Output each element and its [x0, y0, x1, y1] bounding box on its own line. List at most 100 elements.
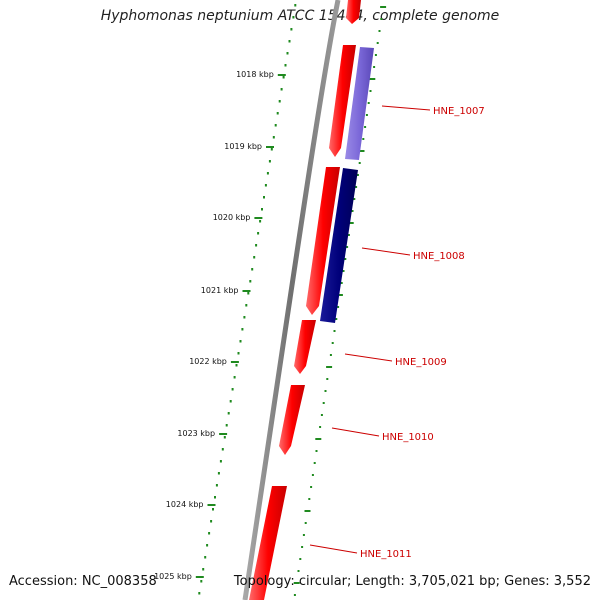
scale-dot — [270, 148, 273, 151]
scale-dot — [221, 448, 224, 451]
gene-label-HNE_1008[interactable]: HNE_1008 — [413, 251, 465, 262]
scale-dot — [249, 280, 252, 283]
inner-ring-dot — [331, 342, 334, 344]
leader-line-HNE_1009 — [344, 353, 393, 362]
scale-dot — [266, 172, 269, 175]
inner-ring-dot — [342, 270, 345, 272]
scale-dot — [210, 520, 213, 523]
gene-label-HNE_1007[interactable]: HNE_1007 — [433, 106, 485, 117]
inner-ring-dot — [380, 18, 383, 20]
inner-ring-dot — [326, 378, 329, 380]
scale-dot — [202, 568, 205, 571]
scale-dot — [272, 136, 275, 139]
scale-dot — [204, 556, 207, 559]
inner-ring-dot — [340, 282, 343, 284]
inner-ring-dot — [308, 498, 311, 500]
scale-dot — [257, 232, 260, 235]
scale-dot — [278, 100, 281, 103]
scale-dot — [231, 388, 234, 391]
scale-dot — [223, 436, 226, 439]
scale-dot — [225, 424, 228, 427]
gene-HNE_1008-cds — [320, 168, 358, 323]
scale-dot — [239, 340, 242, 343]
scale-dot — [229, 400, 232, 403]
inner-ring-dot — [336, 294, 343, 296]
scale-dot — [245, 304, 248, 307]
inner-ring-dot — [335, 318, 338, 320]
inner-ring — [293, 6, 387, 596]
leader-line-HNE_1008 — [361, 247, 411, 256]
scale-dot — [290, 28, 293, 31]
inner-ring-dot — [302, 534, 305, 536]
scale-dot — [280, 88, 283, 91]
scale-dot — [243, 316, 246, 319]
leader-line-HNE_1010 — [331, 427, 380, 437]
inner-ring-dot — [373, 66, 376, 68]
inner-ring-dot — [347, 222, 354, 224]
forward-cds-track — [249, 0, 361, 600]
inner-ring-dot — [301, 546, 304, 548]
inner-ring-dot — [344, 258, 347, 260]
forward-cds-arrow — [249, 486, 287, 600]
topology-summary: Topology: circular; Length: 3,705,021 bp… — [233, 574, 591, 589]
inner-ring-dot — [376, 42, 379, 44]
scale-dot — [206, 544, 209, 547]
forward-cds-arrow — [346, 0, 361, 24]
leader-line-HNE_1007 — [381, 105, 431, 111]
scale-tick-label: 1025 kbp — [154, 572, 192, 581]
scale-dot — [237, 352, 240, 355]
scale-dot — [241, 328, 244, 331]
inner-ring-dot — [365, 114, 368, 116]
scale-dot — [215, 484, 218, 487]
inner-ring-dot — [380, 6, 387, 8]
inner-ring-dot — [353, 198, 356, 200]
scale-tick-label: 1022 kbp — [189, 357, 227, 366]
forward-cds-arrow — [329, 45, 356, 157]
forward-cds-arrow — [294, 320, 316, 374]
scale-dot — [282, 76, 285, 79]
scale-dot — [255, 244, 258, 247]
inner-ring-dot — [337, 306, 340, 308]
accession-text: Accession: NC_008358 — [9, 574, 157, 589]
gene-HNE_1007-cds — [345, 47, 374, 160]
inner-ring-dot — [369, 90, 372, 92]
scale-dot — [268, 160, 271, 163]
genome-backbone — [242, 0, 341, 600]
gene-labels: HNE_1007 HNE_1008 HNE_1009 HNE_1010 HNE_… — [309, 105, 485, 560]
inner-ring-dot — [364, 126, 367, 128]
leader-line-HNE_1011 — [309, 544, 358, 554]
gene-label-HNE_1009[interactable]: HNE_1009 — [395, 357, 447, 368]
inner-ring-dot — [299, 558, 302, 560]
forward-cds-arrow — [306, 167, 340, 315]
inner-ring-dot — [324, 390, 327, 392]
scale-dot — [212, 508, 214, 511]
inner-ring-dot — [319, 426, 322, 428]
gene-label-HNE_1011[interactable]: HNE_1011 — [360, 549, 412, 560]
scale-tick-label: 1019 kbp — [224, 142, 262, 151]
scale-dot — [227, 412, 230, 415]
scale-dot — [198, 592, 201, 595]
scale-dot — [217, 472, 220, 475]
inner-ring-dot — [315, 438, 322, 440]
inner-ring-dot — [313, 462, 316, 464]
scale-dot — [253, 256, 256, 259]
scale-dot — [264, 184, 267, 187]
scale-dot — [292, 16, 295, 19]
scale-dot — [274, 124, 277, 127]
scale-tick-label: 1023 kbp — [177, 429, 215, 438]
inner-ring-dot — [346, 246, 349, 248]
inner-ring-dot — [358, 162, 361, 164]
scale-tick-label: 1021 kbp — [201, 286, 239, 295]
inner-ring-dot — [315, 450, 318, 452]
scale-dot — [259, 220, 262, 223]
inner-ring-dot — [326, 366, 333, 368]
inner-ring-dot — [362, 138, 365, 140]
scale-dot — [261, 208, 263, 211]
inner-ring-dot — [333, 330, 336, 332]
inner-ring-dot — [297, 570, 300, 572]
scale-tick-label: 1020 kbp — [213, 213, 251, 222]
gene-label-HNE_1010[interactable]: HNE_1010 — [382, 432, 434, 443]
inner-ring-dot — [374, 54, 377, 56]
